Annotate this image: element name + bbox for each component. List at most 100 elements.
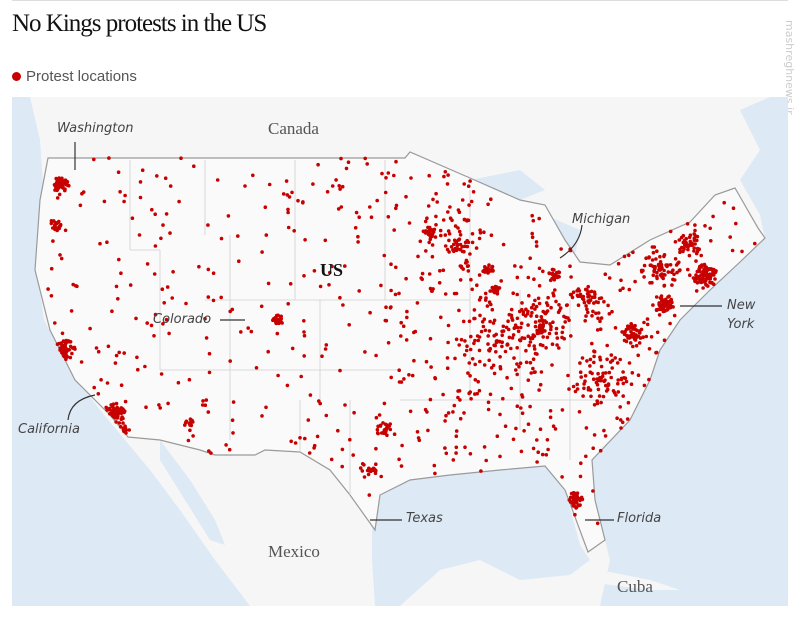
protest-dot — [340, 464, 345, 469]
protest-dot — [356, 240, 360, 244]
protest-dot — [386, 215, 391, 219]
protest-dot — [483, 291, 488, 296]
protest-dot — [534, 314, 539, 319]
protest-dot — [307, 451, 312, 455]
protest-dot — [206, 267, 211, 272]
protest-dot — [477, 273, 482, 277]
protest-dot — [442, 174, 446, 179]
protest-dot — [123, 193, 127, 198]
protest-dot — [505, 375, 509, 380]
protest-dot — [531, 218, 536, 223]
protest-dot — [594, 311, 598, 316]
protest-dot — [483, 328, 488, 333]
protest-dot — [586, 284, 590, 289]
protest-dot — [543, 329, 547, 333]
protest-dot — [699, 273, 703, 277]
protest-dot — [486, 342, 490, 346]
protest-dot — [107, 156, 111, 160]
protest-dot — [203, 316, 207, 321]
protest-dot — [654, 257, 658, 261]
protest-dot — [616, 381, 620, 386]
protest-dot — [130, 216, 135, 220]
protest-dot — [306, 418, 311, 422]
protest-dot — [578, 361, 582, 365]
protest-dot — [532, 277, 536, 282]
protest-dot — [598, 319, 602, 324]
protest-dot — [601, 394, 606, 399]
protest-dot — [303, 436, 307, 441]
protest-dot — [79, 360, 84, 364]
protest-dot — [484, 458, 489, 463]
protest-dot — [590, 314, 594, 318]
protest-dot — [506, 327, 511, 332]
protest-dot — [114, 401, 119, 406]
protest-dot — [457, 343, 462, 347]
protest-dot — [592, 295, 597, 300]
protest-dot — [399, 334, 403, 338]
protest-dot — [706, 276, 711, 281]
protest-dot — [539, 315, 544, 319]
protest-dot — [649, 335, 654, 339]
protest-dot — [624, 379, 629, 384]
protest-dot — [610, 309, 614, 314]
protest-dot — [692, 249, 696, 253]
protest-dot — [323, 347, 328, 351]
protest-dot — [614, 393, 618, 397]
protest-dot — [517, 338, 522, 342]
protest-dot — [585, 359, 589, 363]
protest-dot — [486, 268, 490, 273]
map[interactable]: Washington Canada US Michigan Colorado N… — [12, 97, 788, 606]
protest-dot — [652, 269, 656, 273]
protest-dot — [466, 371, 470, 375]
protest-dot — [424, 359, 429, 364]
protest-dot — [616, 378, 620, 382]
protest-dot — [63, 228, 68, 233]
protest-dot — [540, 452, 545, 457]
us-outline — [34, 151, 766, 553]
protest-dot — [441, 268, 446, 273]
protest-dot — [302, 319, 306, 323]
protest-dot — [501, 324, 506, 329]
protest-dot — [668, 229, 673, 234]
protest-dot — [99, 378, 103, 382]
protest-dot — [596, 371, 600, 376]
protest-dot — [688, 233, 693, 237]
protest-dot — [486, 334, 491, 338]
protest-dot — [329, 457, 334, 462]
protest-dot — [114, 413, 118, 418]
protest-dot — [627, 334, 631, 338]
protest-dot — [548, 322, 552, 326]
protest-dot — [692, 232, 696, 236]
protest-dot — [455, 242, 460, 247]
protest-dot — [512, 356, 516, 360]
protest-dot — [184, 419, 189, 424]
protest-dot — [633, 279, 637, 284]
protest-dot — [582, 300, 587, 305]
protest-dot — [657, 263, 661, 268]
protest-dot — [490, 265, 494, 270]
protest-dot — [576, 303, 581, 308]
protest-dot — [548, 415, 553, 420]
protest-dot — [458, 242, 463, 247]
protest-dot — [138, 180, 143, 184]
protest-dot — [599, 296, 604, 300]
protest-dot — [397, 291, 401, 296]
protest-dot — [642, 263, 647, 268]
protest-dot — [526, 378, 531, 383]
protest-dot — [427, 230, 432, 234]
protest-dot — [434, 214, 438, 219]
protest-dot — [161, 322, 165, 326]
protest-dot — [159, 372, 164, 376]
protest-dot — [431, 197, 435, 202]
protest-dot — [606, 382, 611, 386]
protest-dot — [163, 176, 168, 180]
protest-dot — [564, 315, 568, 320]
protest-dot — [236, 234, 240, 238]
protest-dot — [601, 371, 605, 376]
protest-dot — [694, 251, 699, 256]
protest-dot — [276, 373, 280, 378]
protest-dot — [259, 304, 264, 309]
protest-dot — [477, 236, 482, 241]
protest-dot — [468, 347, 473, 352]
protest-dot — [678, 250, 682, 255]
